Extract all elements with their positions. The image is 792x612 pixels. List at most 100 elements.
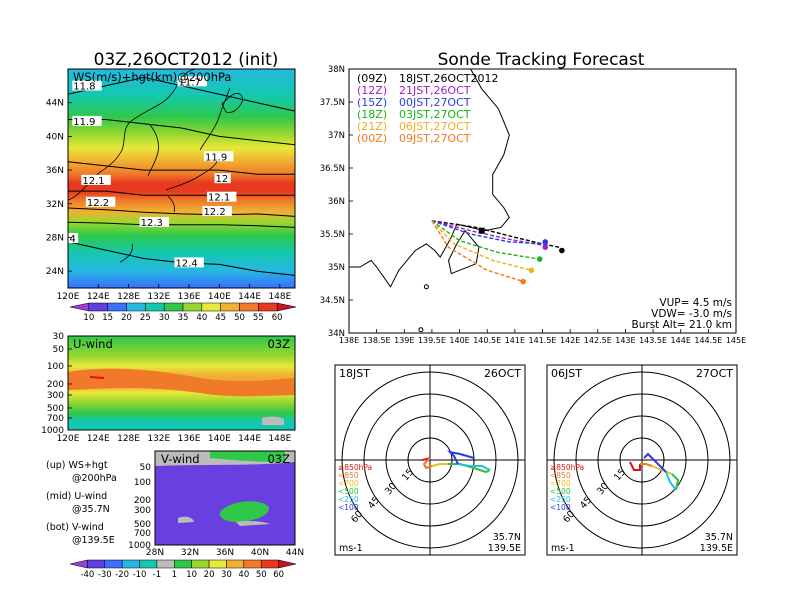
hodo-legend-entry: ≥850hPa	[338, 463, 372, 472]
hodo-legend-entry: <700	[338, 479, 359, 488]
bottom-colorbar-tick: -10	[133, 570, 147, 580]
track-lat-label: 36N	[328, 197, 345, 207]
ws-colorbar-tick: 40	[196, 313, 207, 323]
ws-colorbar-swatch	[239, 302, 259, 312]
ws-lon-label: 144E	[238, 292, 261, 302]
hodo-legend-entry: <850	[338, 471, 359, 480]
u-lon-label: 124E	[87, 434, 110, 444]
hodo-trace-1	[422, 457, 433, 470]
track-lon-label: 143E	[615, 336, 635, 345]
u-lon-label: 132E	[147, 434, 170, 444]
contour-label: 11.9	[73, 117, 95, 128]
hodo-legend-entry: <100	[338, 503, 359, 512]
hodo-trace-3	[671, 473, 680, 491]
track-legend-zulu: (00Z)	[357, 132, 387, 145]
hodo-trace-0	[629, 461, 641, 471]
v-pressure-label: 700	[134, 529, 151, 539]
hodo-legend-entry: <250	[550, 495, 571, 504]
track-map-tracks	[431, 220, 565, 285]
bottom-colorbar-swatch	[69, 559, 88, 569]
ws-colorbar-swatch	[145, 302, 165, 312]
sonde-track-0	[431, 220, 560, 248]
contour-label-bg	[206, 191, 237, 202]
ws-map-panel: 11.8 11.7 11.9 11.9 12 12.1 12.1 12.2 12.2 12.3 12…	[46, 68, 297, 323]
ws-colorbar-tick: 20	[121, 313, 132, 323]
track-lat-label: 35.5N	[320, 230, 345, 240]
contour-label-bg	[139, 216, 170, 227]
u-wind-lon-ticks: 120E 124E 128E 132E 136E 140E 144E 148E	[57, 434, 292, 444]
ws-lat-label: 36N	[46, 166, 64, 176]
bottom-colorbar-swatch	[208, 559, 227, 569]
contour-label-bg	[214, 173, 231, 184]
v-lat-label: 36N	[216, 548, 234, 558]
ws-lon-label: 120E	[57, 292, 80, 302]
ws-colorbar-swatch	[107, 302, 127, 312]
u-pressure-label: 300	[47, 391, 64, 401]
track-legend-zulu: (15Z)	[357, 96, 387, 109]
hodo-date: 26OCT	[484, 367, 521, 380]
track-legend-zulu: (18Z)	[357, 108, 387, 121]
u-lon-label: 136E	[178, 434, 201, 444]
u-wind-core-inner	[90, 376, 104, 379]
v-wind-gray-1	[178, 516, 194, 523]
v-pressure-label: 300	[134, 506, 151, 516]
track-lon-label: 140E	[449, 336, 469, 345]
contour-line-4	[67, 207, 296, 217]
v-wind-gray-2	[236, 520, 270, 526]
track-map-lat-ticks: 38N 37.5N 37N 36.5N 36N 35.5N 35N 34.5N 34N	[320, 65, 353, 339]
bottom-colorbar-swatch	[226, 559, 245, 569]
bottom-colorbar-swatch	[87, 559, 106, 569]
track-legend-zulu: (21Z)	[357, 120, 387, 133]
track-lat-label: 34.5N	[320, 296, 345, 306]
u-pressure-label: 700	[47, 414, 64, 424]
sonde-landing-2	[542, 239, 549, 245]
ws-colorbar-tick: 55	[253, 313, 264, 323]
sonde-track-2	[431, 220, 546, 245]
contour-label-bg	[81, 174, 111, 185]
v-wind-label: V-wind	[161, 452, 200, 466]
ws-colorbar-swatch	[258, 302, 278, 312]
panel-legend: (up) WS+hgt @200hPa (mid) U-wind @35.7N (bot…	[46, 460, 117, 546]
track-lon-label: 139E	[394, 336, 414, 345]
hodo-date: 27OCT	[696, 367, 733, 380]
ws-colorbar-tick: 10	[83, 313, 94, 323]
track-legend-jst: 03JST,27OCT	[399, 108, 471, 121]
track-legend-zulu: (12Z)	[357, 84, 387, 97]
contour-label-bg	[72, 115, 102, 126]
hodo-lat: 35.7N	[493, 532, 521, 543]
sonde-landing-3	[536, 256, 543, 262]
hodo-legend-entry: <500	[338, 487, 359, 496]
bottom-colorbar-swatch	[104, 559, 123, 569]
track-param: VDW= -3.0 m/s	[651, 308, 732, 320]
u-pressure-label: 50	[53, 345, 65, 355]
bottom-colorbar-tick: 50	[256, 570, 267, 580]
ws-colorbar-swatch	[88, 302, 108, 312]
ws-colorbar-tick: 35	[178, 313, 189, 323]
v-wind-field	[155, 451, 295, 545]
contour-label: 12.2	[203, 207, 225, 218]
ws-lat-label: 40N	[46, 132, 64, 142]
u-pressure-label: 1000	[41, 426, 64, 436]
sonde-landing-4	[528, 267, 535, 274]
u-lon-label: 140E	[208, 434, 231, 444]
panel-legend-key: (mid) U-wind	[46, 491, 107, 502]
contour-label: 12.1	[208, 193, 230, 204]
contour-label-bg	[203, 151, 234, 162]
sonde-track-5	[431, 220, 524, 283]
contour-label: 12.2	[87, 198, 109, 209]
track-lon-label: 144E	[671, 336, 691, 345]
contour-line-3	[68, 190, 295, 196]
ws-colorbar-swatch	[126, 302, 146, 312]
track-param: Burst Alt= 21.0 km	[632, 319, 732, 331]
sonde-landing-0	[559, 247, 565, 254]
v-wind-upper-green	[210, 451, 285, 462]
island	[423, 284, 429, 290]
ws-colorbar-swatch	[201, 302, 221, 312]
panel-legend-sub: @35.7N	[72, 504, 110, 515]
ws-colorbar-tick: 60	[272, 313, 283, 323]
track-legend-jst: 18JST,26OCT2012	[399, 72, 499, 85]
ws-lon-label: 148E	[268, 292, 291, 302]
